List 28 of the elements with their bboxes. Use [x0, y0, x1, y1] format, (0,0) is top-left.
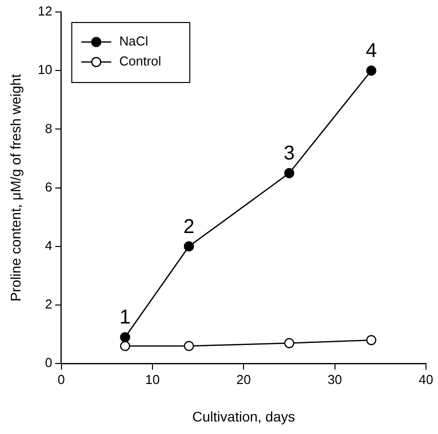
annotation: 3	[284, 142, 295, 165]
y-tick-label: 8	[45, 120, 52, 136]
point	[120, 340, 130, 352]
point	[184, 340, 194, 352]
y-axis-title: Proline content, μM/g of fresh weight	[7, 74, 24, 302]
annotation: 4	[366, 40, 377, 62]
legend-label: NaCl	[119, 34, 148, 49]
y-tick-label: 6	[45, 179, 52, 194]
x-tick-label: 40	[418, 372, 434, 387]
annotation: 1	[120, 306, 131, 329]
x-tick-label: 0	[58, 372, 65, 387]
point	[184, 241, 194, 252]
point	[120, 332, 130, 342]
y-tick-label: 0	[45, 355, 52, 370]
x-tick-label: 30	[328, 372, 342, 387]
y-tick-label: 12	[38, 4, 52, 19]
point	[366, 66, 376, 76]
point	[366, 335, 376, 346]
point	[284, 338, 294, 348]
y-tick-label: 2	[45, 296, 52, 312]
annotation: 2	[183, 216, 194, 238]
y-tick-label: 10	[38, 62, 52, 78]
x-tick-label: 20	[236, 372, 251, 387]
x-axis-title: Cultivation, days	[192, 408, 295, 424]
y-tick-label: 4	[45, 238, 52, 253]
legend-label: Control	[119, 54, 162, 69]
x-tick-label: 10	[145, 372, 160, 387]
point	[284, 168, 294, 178]
